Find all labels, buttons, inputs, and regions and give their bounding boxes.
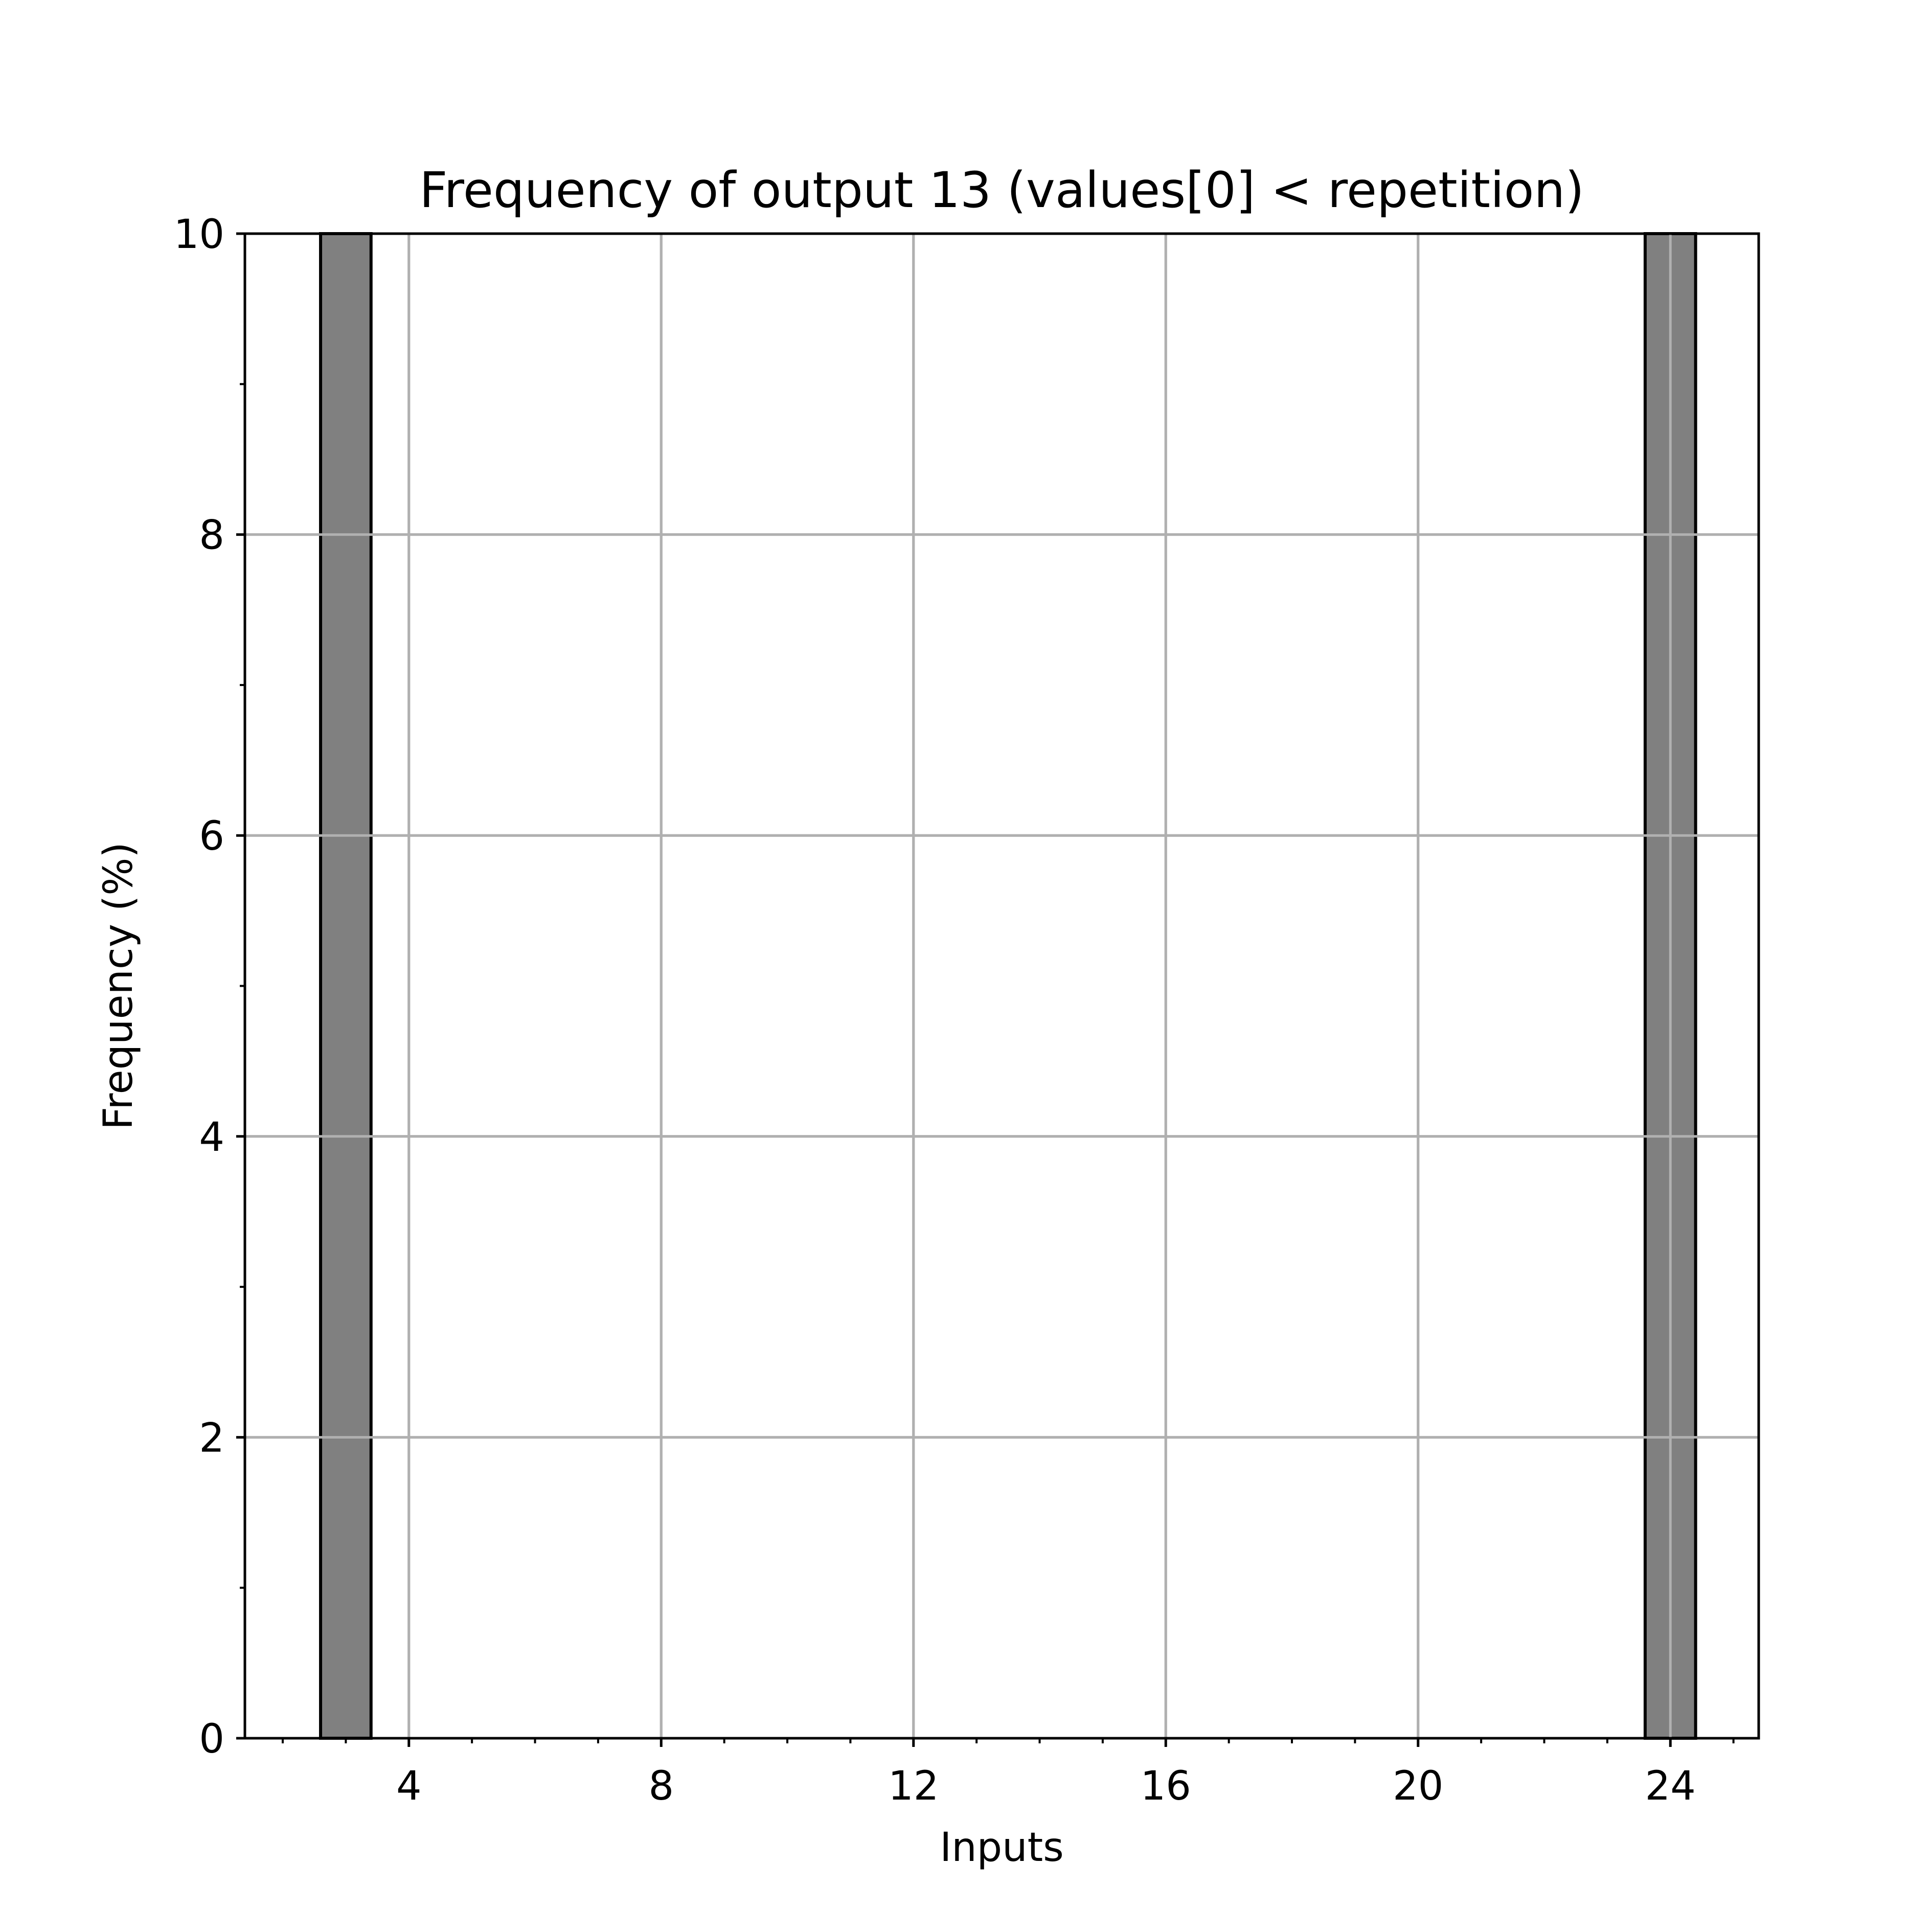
y-tick-label: 0	[199, 1716, 224, 1762]
grid-overlay	[245, 232, 1759, 1740]
x-tick-label: 16	[1141, 1763, 1191, 1809]
y-tick-label: 6	[199, 813, 224, 859]
bars-layer	[245, 232, 1759, 1740]
y-axis-label: Frequency (%)	[96, 842, 142, 1130]
y-tick-label: 2	[199, 1415, 224, 1461]
x-tick-label: 20	[1393, 1763, 1443, 1809]
y-tick-label: 8	[199, 513, 224, 559]
x-tick-label: 24	[1645, 1763, 1696, 1809]
y-tick-label: 4	[199, 1115, 224, 1161]
x-axis-label: Inputs	[940, 1825, 1064, 1871]
chart-title: Frequency of output 13 (values[0] < repe…	[419, 162, 1584, 219]
x-tick-label: 4	[396, 1763, 422, 1809]
x-tick-label: 12	[888, 1763, 939, 1809]
x-tick-label: 8	[648, 1763, 674, 1809]
axes-frame	[243, 232, 1760, 1740]
y-tick-label: 10	[174, 212, 224, 258]
bar	[319, 232, 373, 1740]
